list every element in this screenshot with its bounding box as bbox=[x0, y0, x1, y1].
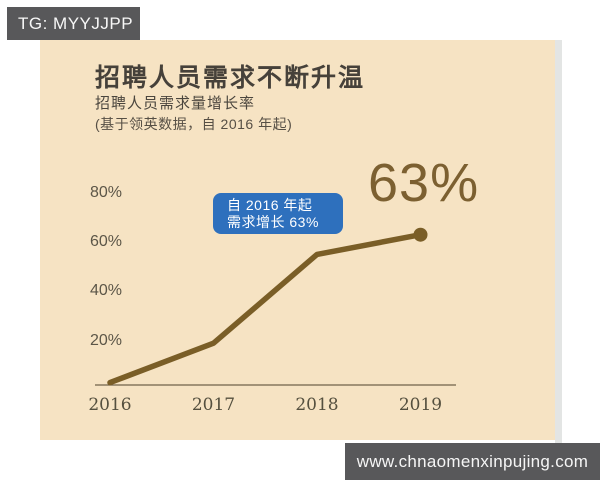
watermark-url-bar: www.chnaomenxinpujing.com bbox=[345, 443, 600, 480]
y-tick-label: 40% bbox=[89, 282, 122, 300]
endpoint-value-label: 63% bbox=[368, 153, 480, 213]
chart-source-note: (基于领英数据，自 2016 年起) bbox=[95, 116, 293, 132]
callout-line-2: 需求增长 63% bbox=[227, 214, 319, 230]
x-axis-label: 2019 bbox=[398, 395, 443, 415]
x-axis-label: 2016 bbox=[88, 395, 132, 415]
chart-title: 招聘人员需求不断升温 bbox=[95, 64, 366, 92]
y-tick-label: 80% bbox=[89, 183, 122, 201]
callout-line-1: 自 2016 年起 bbox=[227, 197, 313, 213]
callout-tooltip: 自 2016 年起 需求增长 63% bbox=[213, 193, 343, 234]
x-axis-label: 2017 bbox=[191, 395, 236, 415]
y-tick-label: 20% bbox=[89, 331, 122, 349]
chart-subtitle: 招聘人员需求量增长率 bbox=[95, 95, 256, 112]
x-axis-label: 2018 bbox=[295, 395, 339, 415]
card-edge-shadow bbox=[555, 40, 562, 443]
telegram-badge: TG: MYYJJPP bbox=[7, 7, 140, 40]
y-tick-label: 60% bbox=[89, 233, 122, 251]
